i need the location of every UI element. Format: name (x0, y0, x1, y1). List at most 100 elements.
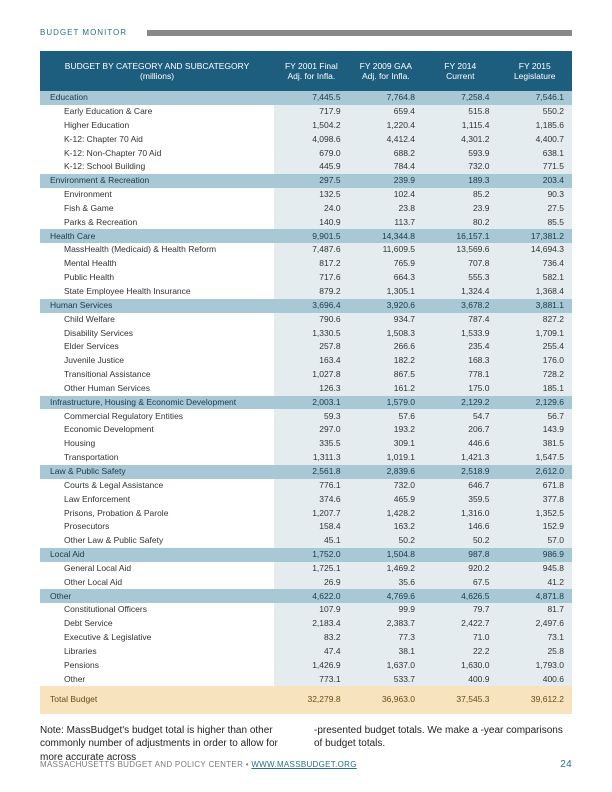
category-value: 7,258.4 (423, 91, 497, 105)
sub-value: 59.3 (274, 409, 348, 423)
table-row: Other773.1533.7400.9400.6 (40, 672, 572, 686)
category-value: 2,612.0 (498, 465, 573, 479)
sub-value: 827.2 (498, 313, 573, 327)
sub-value: 1,027.8 (274, 368, 348, 382)
sub-value: 2,383.7 (349, 617, 423, 631)
category-value: 189.3 (423, 174, 497, 188)
sub-name: Prisons, Probation & Parole (40, 506, 274, 520)
sub-value: 445.9 (274, 160, 348, 174)
sub-value: 161.2 (349, 382, 423, 396)
sub-name: Libraries (40, 645, 274, 659)
table-row: Local Aid1,752.01,504.8987.8986.9 (40, 548, 572, 562)
sub-value: 728.2 (498, 368, 573, 382)
sub-name: Other Local Aid (40, 576, 274, 590)
table-row: General Local Aid1,725.11,469.2920.2945.… (40, 562, 572, 576)
category-value: 986.9 (498, 548, 573, 562)
sub-name: Transitional Assistance (40, 368, 274, 382)
table-row: Transportation1,311.31,019.11,421.31,547… (40, 451, 572, 465)
footer-org: MASSACHUSETTS BUDGET AND POLICY CENTER (40, 760, 243, 769)
sub-name: Higher Education (40, 119, 274, 133)
col-fy2001: FY 2001 Final Adj. for Infla. (274, 51, 348, 91)
sub-value: 1,185.6 (498, 119, 573, 133)
sub-value: 945.8 (498, 562, 573, 576)
table-row: Other Local Aid26.935.667.541.2 (40, 576, 572, 590)
sub-value: 23.9 (423, 202, 497, 216)
category-value: 1,504.8 (349, 548, 423, 562)
table-row: Juvenile Justice163.4182.2168.3176.0 (40, 354, 572, 368)
sub-value: 175.0 (423, 382, 497, 396)
sub-value: 102.4 (349, 188, 423, 202)
table-row: Commercial Regulatory Entities59.357.654… (40, 409, 572, 423)
category-name: Human Services (40, 299, 274, 313)
table-row: Environment & Recreation297.5239.9189.32… (40, 174, 572, 188)
col-category-main: BUDGET BY CATEGORY AND SUBCATEGORY (46, 61, 268, 71)
category-name: Infrastructure, Housing & Economic Devel… (40, 396, 274, 410)
sub-name: Early Education & Care (40, 105, 274, 119)
category-value: 7,445.5 (274, 91, 348, 105)
table-row: K-12: School Building445.9784.4732.0771.… (40, 160, 572, 174)
sub-value: 1,428.2 (349, 506, 423, 520)
table-row: Elder Services257.8266.6235.4255.4 (40, 340, 572, 354)
sub-value: 934.7 (349, 313, 423, 327)
sub-value: 143.9 (498, 423, 573, 437)
sub-value: 23.8 (349, 202, 423, 216)
sub-name: Disability Services (40, 326, 274, 340)
sub-value: 1,426.9 (274, 659, 348, 673)
sub-value: 41.2 (498, 576, 573, 590)
sub-value: 57.6 (349, 409, 423, 423)
sub-value: 1,793.0 (498, 659, 573, 673)
sub-value: 593.9 (423, 146, 497, 160)
sub-name: Housing (40, 437, 274, 451)
sub-value: 309.1 (349, 437, 423, 451)
category-value: 7,546.1 (498, 91, 573, 105)
sub-value: 736.4 (498, 257, 573, 271)
sub-name: MassHealth (Medicaid) & Health Reform (40, 243, 274, 257)
sub-name: Elder Services (40, 340, 274, 354)
sub-value: 27.5 (498, 202, 573, 216)
sub-value: 2,497.6 (498, 617, 573, 631)
sub-value: 400.9 (423, 672, 497, 686)
sub-value: 54.7 (423, 409, 497, 423)
category-value: 2,839.6 (349, 465, 423, 479)
category-value: 297.5 (274, 174, 348, 188)
table-row: Law Enforcement374.6465.9359.5377.8 (40, 492, 572, 506)
sub-value: 79.7 (423, 603, 497, 617)
sub-value: 638.1 (498, 146, 573, 160)
category-value: 3,881.1 (498, 299, 573, 313)
sub-value: 1,305.1 (349, 285, 423, 299)
sub-name: Economic Development (40, 423, 274, 437)
table-row: MassHealth (Medicaid) & Health Reform7,4… (40, 243, 572, 257)
sub-value: 50.2 (349, 534, 423, 548)
footer-left: MASSACHUSETTS BUDGET AND POLICY CENTER •… (40, 760, 357, 769)
table-row: Human Services3,696.43,920.63,678.23,881… (40, 299, 572, 313)
sub-value: 80.2 (423, 216, 497, 230)
total-value: 36,963.0 (349, 686, 423, 713)
sub-value: 11,609.5 (349, 243, 423, 257)
sub-value: 659.4 (349, 105, 423, 119)
footer-link[interactable]: WWW.MASSBUDGET.ORG (251, 760, 356, 769)
page-header: BUDGET MONITOR (40, 28, 572, 37)
sub-value: 717.6 (274, 271, 348, 285)
sub-value: 359.5 (423, 492, 497, 506)
table-row: Education7,445.57,764.87,258.47,546.1 (40, 91, 572, 105)
table-row: Higher Education1,504.21,220.41,115.41,1… (40, 119, 572, 133)
sub-value: 67.5 (423, 576, 497, 590)
category-name: Law & Public Safety (40, 465, 274, 479)
col-category-sub: (millions) (46, 71, 268, 81)
page-number: 24 (560, 759, 572, 770)
sub-value: 99.9 (349, 603, 423, 617)
total-value: 39,612.2 (498, 686, 573, 713)
sub-value: 2,422.7 (423, 617, 497, 631)
table-row: Transitional Assistance1,027.8867.5778.1… (40, 368, 572, 382)
sub-name: K-12: Non-Chapter 70 Aid (40, 146, 274, 160)
table-row: Law & Public Safety2,561.82,839.62,518.9… (40, 465, 572, 479)
category-name: Environment & Recreation (40, 174, 274, 188)
table-row: Fish & Game24.023.823.927.5 (40, 202, 572, 216)
sub-name: Environment (40, 188, 274, 202)
table-row: Constitutional Officers107.999.979.781.7 (40, 603, 572, 617)
sub-name: Other (40, 672, 274, 686)
sub-value: 25.8 (498, 645, 573, 659)
category-value: 203.4 (498, 174, 573, 188)
total-value: 32,279.8 (274, 686, 348, 713)
table-row: Health Care9,901.514,344.816,157.117,381… (40, 229, 572, 243)
